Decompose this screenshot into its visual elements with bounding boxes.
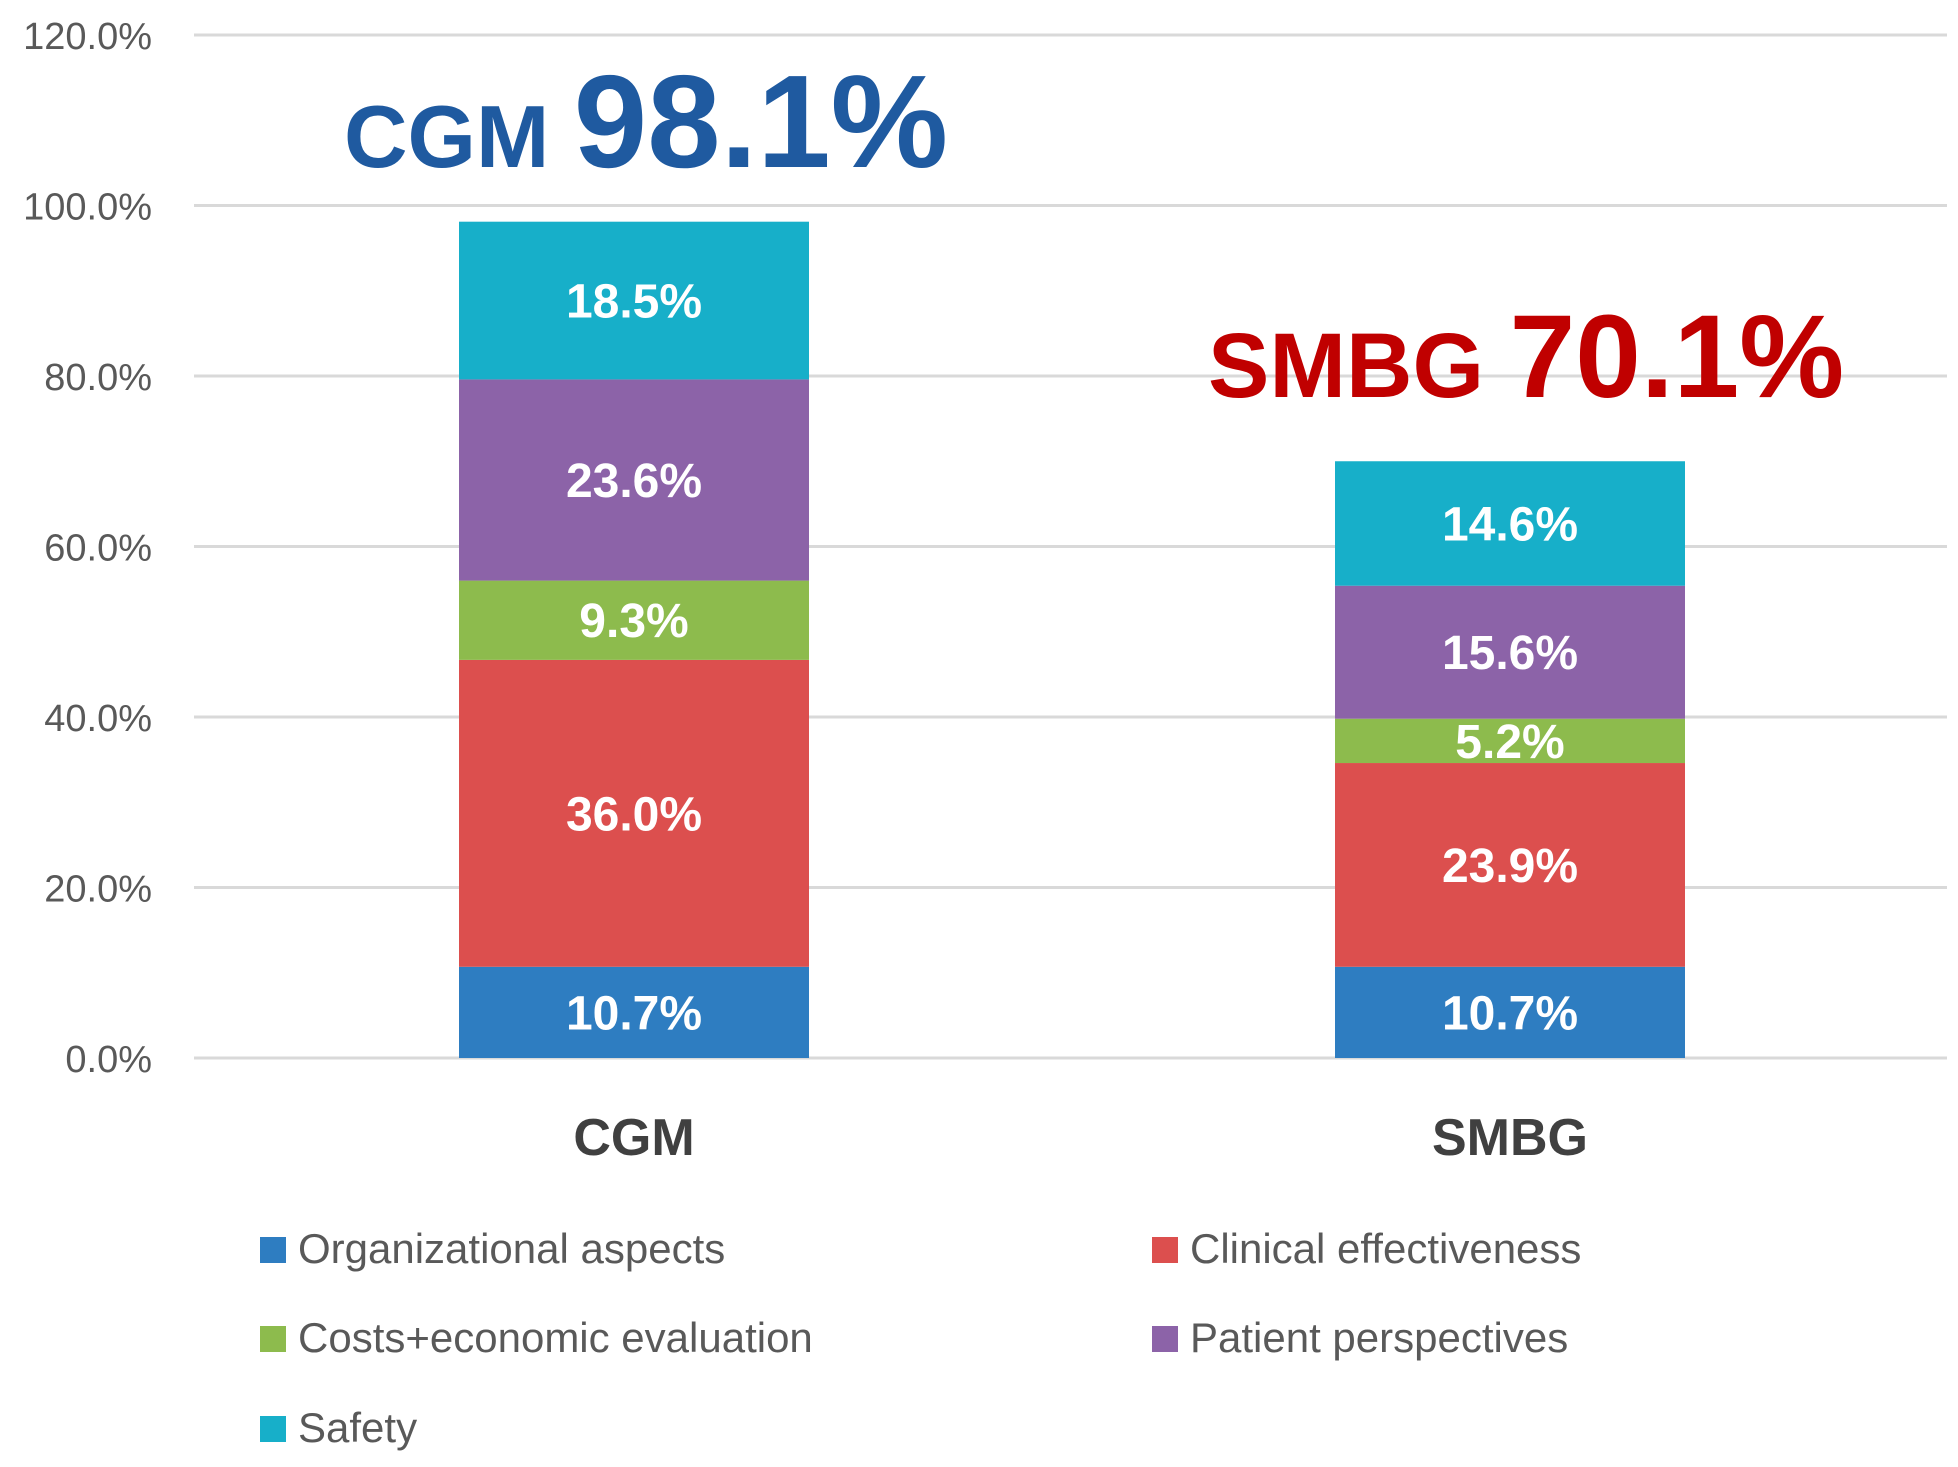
bar-segment — [1335, 585, 1685, 719]
bar-segment — [1335, 461, 1685, 586]
bar-segment — [459, 379, 809, 581]
data-label: 23.6% — [566, 455, 702, 508]
data-label: 18.5% — [566, 276, 702, 329]
bar-segment — [1335, 966, 1685, 1058]
bar-segment — [459, 580, 809, 660]
y-tick-label: 60.0% — [44, 528, 152, 570]
legend-label: Patient perspectives — [1190, 1314, 1568, 1361]
bar-segment — [1335, 718, 1685, 764]
data-label: 10.7% — [1442, 987, 1578, 1040]
legend-label: Costs+economic evaluation — [298, 1314, 813, 1361]
total-value: 70.1% — [1510, 291, 1845, 423]
y-tick-label: 0.0% — [65, 1039, 152, 1081]
data-label: 5.2% — [1455, 716, 1564, 769]
legend-swatch — [260, 1416, 286, 1442]
data-label: 36.0% — [566, 788, 702, 841]
data-label: 10.7% — [566, 987, 702, 1040]
legend-label: Organizational aspects — [298, 1225, 725, 1272]
total-category: CGM — [344, 87, 574, 186]
legend-swatch — [260, 1326, 286, 1352]
bar-segment — [459, 966, 809, 1058]
y-tick-label: 100.0% — [23, 187, 152, 229]
y-tick-label: 120.0% — [23, 16, 152, 58]
y-tick-label: 20.0% — [44, 869, 152, 911]
total-value: 98.1% — [574, 48, 948, 195]
total-annotation: CGM 98.1% — [344, 48, 948, 195]
y-tick-label: 40.0% — [44, 698, 152, 740]
data-label: 23.9% — [1442, 840, 1578, 893]
legend-label: Safety — [298, 1404, 417, 1451]
legend-swatch — [260, 1237, 286, 1263]
legend-swatch — [1152, 1237, 1178, 1263]
y-tick-label: 80.0% — [44, 357, 152, 399]
legend-label: Clinical effectiveness — [1190, 1225, 1581, 1272]
data-label: 9.3% — [579, 595, 688, 648]
data-label: 15.6% — [1442, 627, 1578, 680]
bar-segment — [1335, 763, 1685, 967]
data-label: 14.6% — [1442, 498, 1578, 551]
x-tick-label: CGM — [573, 1109, 694, 1167]
x-tick-label: SMBG — [1432, 1109, 1588, 1167]
bar-segment — [459, 221, 809, 380]
total-annotation: SMBG 70.1% — [1208, 291, 1844, 423]
bar-segment — [459, 659, 809, 967]
total-category: SMBG — [1208, 315, 1510, 417]
legend-swatch — [1152, 1326, 1178, 1352]
